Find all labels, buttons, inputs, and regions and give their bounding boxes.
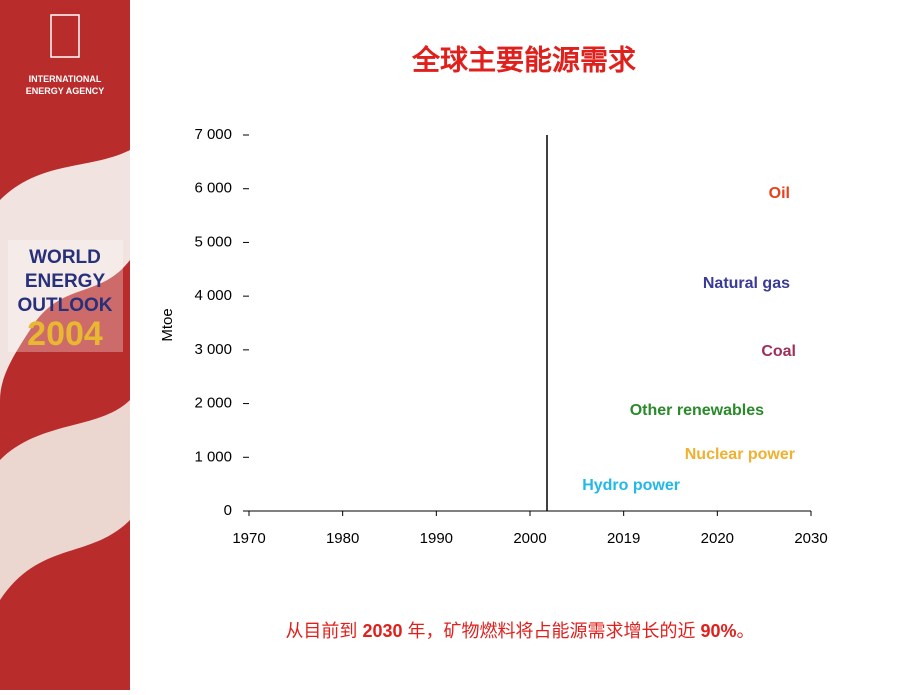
x-tick-label: 2020 (701, 530, 734, 547)
agency-name: INTERNATIONAL ENERGY AGENCY (26, 74, 105, 96)
outlook-line: WORLD (29, 247, 101, 268)
plot: 0 1 000 2 000 3 000 4 000 5 000 6 000 7 000 1970… (194, 126, 827, 547)
agency-line: INTERNATIONAL (29, 74, 102, 84)
x-tick-label: 2019 (607, 530, 640, 547)
agency-line: ENERGY AGENCY (26, 86, 105, 96)
footnote-part: 。 (737, 621, 755, 641)
y-tick-label: 7 000 (194, 126, 232, 143)
x-tick-label: 1970 (232, 530, 265, 547)
outlook-line: 2004 (27, 315, 103, 353)
outlook-box (8, 240, 123, 352)
series-label: Coal (761, 343, 796, 360)
y-tick-label: 1 000 (194, 448, 232, 465)
y-tick-label: 2 000 (194, 395, 232, 412)
series-label: Hydro power (582, 477, 680, 494)
series-label: Nuclear power (685, 446, 795, 463)
y-tick-label: 5 000 (194, 233, 232, 250)
outlook-line: OUTLOOK (18, 295, 113, 316)
footnote-part: 90% (701, 621, 737, 641)
map-shape (0, 400, 130, 600)
series-label: Natural gas (703, 275, 790, 292)
footnote-part: 从目前到 (285, 621, 362, 641)
y-axis-label: Mtoe (159, 308, 176, 341)
x-tick-label: 1980 (326, 530, 359, 547)
outlook-line: ENERGY (25, 271, 106, 292)
y-tick-label: 3 000 (194, 341, 232, 358)
outlook-title: WORLD ENERGY OUTLOOK 2004 (18, 247, 113, 353)
x-tick-label: 2030 (794, 530, 827, 547)
footnote-part: 年，矿物燃料将占能源需求增长的近 (403, 621, 701, 641)
y-tick-label: 6 000 (194, 180, 232, 197)
chart-title: 全球主要能源需求 (411, 43, 636, 75)
series-label: Oil (769, 185, 790, 202)
logo (50, 14, 80, 58)
x-tick-label: 1990 (420, 530, 453, 547)
y-tick-label: 0 (224, 502, 232, 519)
footnote-part: 2030 (362, 621, 402, 641)
series-label: Other renewables (630, 402, 764, 419)
x-tick-label: 2000 (513, 530, 546, 547)
map-shape (0, 150, 130, 400)
y-tick-label: 4 000 (194, 287, 232, 304)
footnote: 从目前到 2030 年，矿物燃料将占能源需求增长的近 90%。 (285, 621, 754, 641)
